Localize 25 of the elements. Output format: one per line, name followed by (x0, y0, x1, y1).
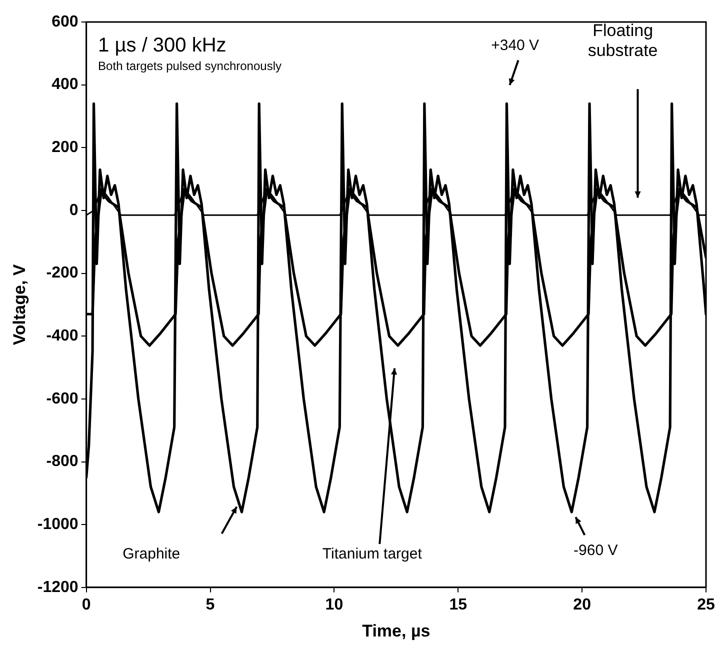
x-tick-label: 15 (449, 596, 468, 614)
y-tick-label: -600 (46, 390, 78, 408)
annotation: Graphite (122, 545, 180, 562)
annotation: Floating substrate (588, 20, 658, 60)
y-tick-label: 400 (52, 76, 78, 94)
annotation: Titanium target (322, 545, 423, 562)
y-tick-label: -800 (46, 453, 78, 470)
annotation: -960 V (574, 542, 618, 560)
x-tick-label: 25 (697, 596, 715, 614)
x-tick-label: 5 (206, 596, 215, 614)
x-tick-label: 20 (573, 596, 592, 614)
y-tick-label: 200 (52, 139, 78, 156)
x-tick-label: 10 (325, 596, 344, 614)
y-tick-label: 600 (52, 13, 78, 30)
annotation: +340 V (491, 36, 540, 54)
y-tick-label: -1200 (37, 578, 78, 596)
y-tick-label: 0 (69, 202, 78, 219)
y-axis-title: Voltage, V (10, 264, 29, 346)
y-tick-label: -200 (46, 264, 78, 282)
y-tick-label: -400 (46, 328, 78, 345)
x-axis-title: Time, µs (362, 621, 430, 640)
y-tick-label: -1000 (37, 516, 78, 533)
annotation: 1 µs / 300 kHz (98, 34, 226, 56)
x-tick-label: 0 (82, 596, 91, 614)
annotation: Both targets pulsed synchronously (98, 58, 282, 73)
